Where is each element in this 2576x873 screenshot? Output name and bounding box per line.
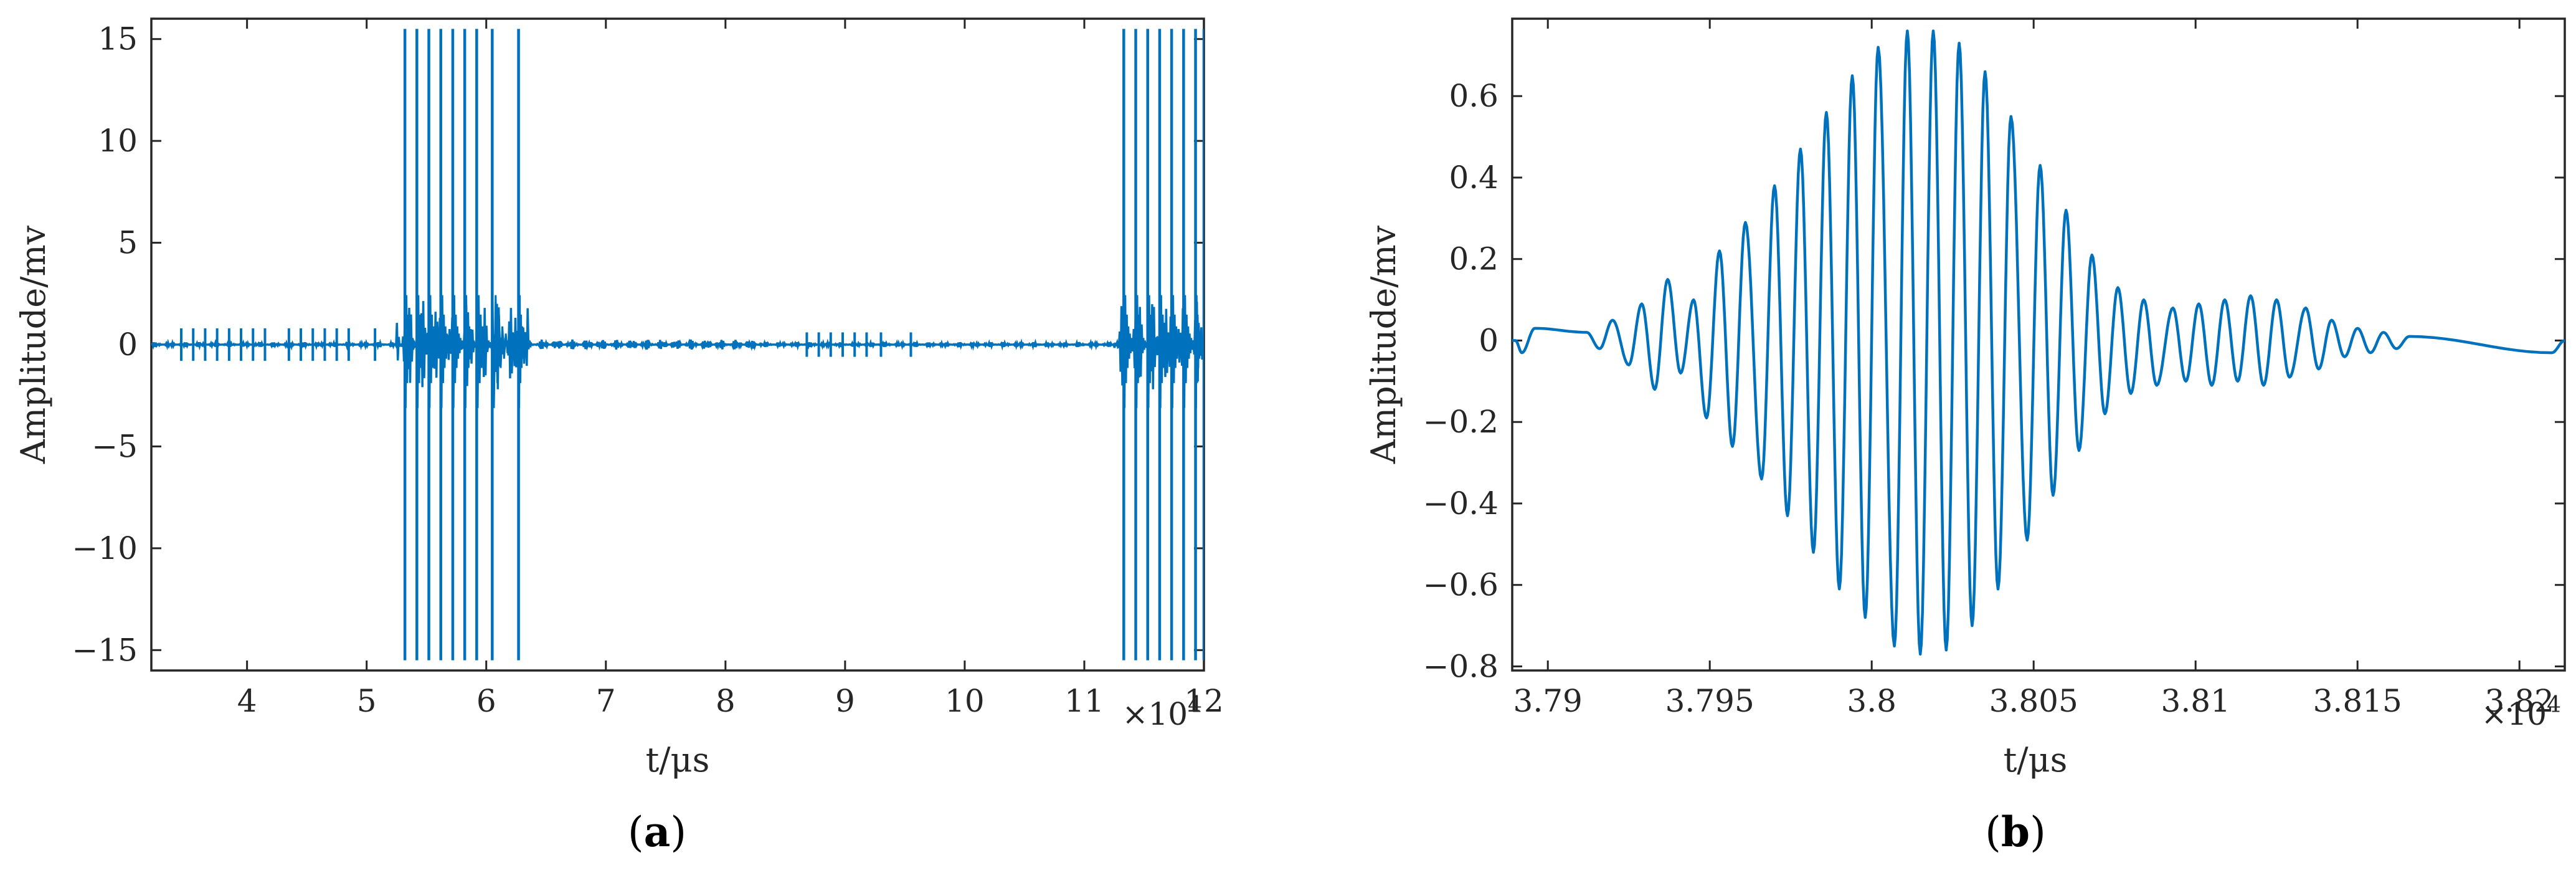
x-tick-label: 11 xyxy=(1064,683,1104,719)
signal-group-b xyxy=(1512,29,2565,656)
burst-ringdown xyxy=(428,263,441,408)
y-tick-labels-b: 0.6 0.4 0.2 0 −0.2 −0.4 −0.6 −0.8 xyxy=(1423,78,1499,684)
burst-ringdown xyxy=(404,263,417,408)
burst-ringdown xyxy=(518,263,528,408)
y-tick-label: −0.2 xyxy=(1423,404,1499,440)
x-tick-label: 3.795 xyxy=(1665,683,1754,719)
y-tick-label: −15 xyxy=(72,632,138,668)
y-tick-label: −0.8 xyxy=(1423,648,1499,684)
burst-ringdown xyxy=(1203,263,1204,408)
x-exponent-b: ×104 xyxy=(2481,692,2561,732)
x-tick-label: 3.81 xyxy=(2161,683,2230,719)
y-tick-label: 0.6 xyxy=(1449,78,1499,114)
x-tick-labels-b: 3.79 3.795 3.8 3.805 3.81 3.815 3.82 xyxy=(1513,683,2554,719)
y-tick-label: 10 xyxy=(98,123,138,159)
x-tick-label: 3.815 xyxy=(2313,683,2402,719)
x-tick-label: 9 xyxy=(835,683,855,719)
x-tick-label: 6 xyxy=(476,683,496,719)
y-tick-label: 15 xyxy=(98,21,138,57)
burst-ringdown xyxy=(452,263,465,408)
panel-label-a: (a) xyxy=(628,808,686,856)
x-tick-labels-a: 4 5 6 7 8 9 10 11 12 xyxy=(237,683,1224,719)
x-tick-label: 10 xyxy=(945,683,985,719)
y-tick-label: 0 xyxy=(1479,322,1499,358)
x-tick-label: 3.82 xyxy=(2485,683,2554,719)
x-tick-label: 3.79 xyxy=(1513,683,1583,719)
y-axis-label-b: Amplitude/mv xyxy=(1364,225,1403,464)
tick-marks-b xyxy=(1512,19,2565,670)
y-tick-label: 0.4 xyxy=(1449,160,1499,196)
y-tick-labels-a: 15 10 5 0 −5 −10 −15 xyxy=(72,21,138,669)
burst-ringdown xyxy=(415,263,429,408)
x-tick-label: 7 xyxy=(596,683,616,719)
panel-label-b: (b) xyxy=(1985,808,2046,856)
signal-group-a xyxy=(151,29,1204,661)
chart-panel-a: 4 5 6 7 8 9 10 11 12 15 10 5 0 −5 −10 −15 t/μs Amplitu… xyxy=(14,17,1224,856)
burst-ringdown xyxy=(1170,263,1183,408)
x-axis-label-a: t/μs xyxy=(646,740,710,780)
burst-ringdown xyxy=(1147,263,1160,408)
burst-ringdown xyxy=(475,263,492,408)
x-tick-label: 4 xyxy=(237,683,257,719)
y-axis-label-a: Amplitude/mv xyxy=(14,225,53,464)
burst-ringdown xyxy=(440,263,453,408)
x-tick-label: 12 xyxy=(1184,683,1224,719)
x-axis-label-b: t/μs xyxy=(2004,740,2068,780)
burst-ringdown xyxy=(491,263,517,408)
burst-ringdown xyxy=(1182,263,1196,408)
burst-ringdown xyxy=(463,263,476,408)
signal-line-a xyxy=(151,29,1204,661)
signal-line-b xyxy=(1512,29,2565,656)
y-tick-label: 5 xyxy=(118,225,138,261)
y-tick-label: −0.6 xyxy=(1423,567,1499,603)
chart-panel-b: 3.79 3.795 3.8 3.805 3.81 3.815 3.82 0.6 0.4 0.2… xyxy=(1364,17,2566,856)
burst-ringdown xyxy=(1135,263,1148,408)
y-tick-label: −5 xyxy=(92,428,138,464)
y-tick-label: −0.4 xyxy=(1423,485,1499,522)
x-tick-label: 3.805 xyxy=(1989,683,2078,719)
y-tick-label: 0 xyxy=(118,327,138,363)
waveform-trace xyxy=(1512,29,2565,656)
y-tick-label: −10 xyxy=(72,530,138,566)
plot-frame-b xyxy=(1511,17,2566,672)
tick-marks-a xyxy=(151,19,1205,670)
y-tick-label: 0.2 xyxy=(1449,241,1499,277)
x-tick-label: 8 xyxy=(716,683,736,719)
burst-ringdown xyxy=(1158,263,1172,408)
x-tick-label: 5 xyxy=(357,683,377,719)
burst-ringdown xyxy=(1122,263,1136,408)
baseline-trace xyxy=(151,301,1204,389)
x-tick-label: 3.8 xyxy=(1847,683,1896,719)
x-exponent-a: ×104 xyxy=(1122,692,1202,732)
